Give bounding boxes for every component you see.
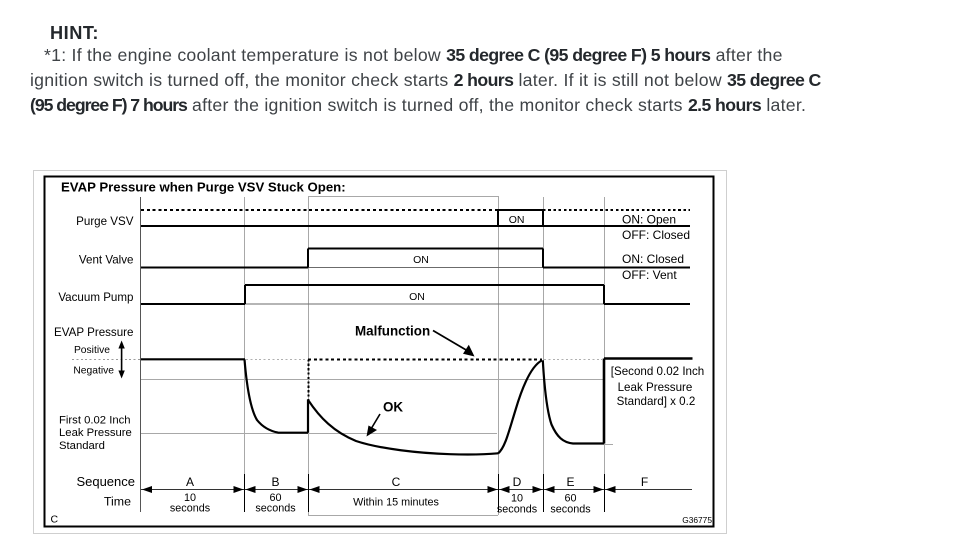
svg-text:Positive: Positive — [74, 345, 110, 356]
svg-text:First 0.02 Inch: First 0.02 Inch — [59, 414, 131, 426]
svg-text:C: C — [392, 475, 401, 489]
svg-text:Leak Pressure: Leak Pressure — [59, 427, 132, 439]
svg-text:Standard] x 0.2: Standard] x 0.2 — [617, 395, 696, 408]
svg-text:EVAP Pressure when Purge VSV S: EVAP Pressure when Purge VSV Stuck Open: — [61, 180, 346, 195]
svg-text:ON: Open: ON: Open — [622, 212, 676, 226]
svg-text:seconds: seconds — [170, 502, 211, 514]
svg-text:seconds: seconds — [497, 503, 538, 515]
svg-text:Malfunction: Malfunction — [355, 324, 430, 339]
svg-text:ON: ON — [409, 291, 425, 303]
svg-text:Standard: Standard — [59, 440, 105, 452]
svg-text:60: 60 — [564, 493, 576, 505]
svg-text:Negative: Negative — [73, 366, 114, 377]
svg-text:D: D — [513, 475, 522, 489]
svg-text:C: C — [51, 513, 59, 525]
svg-text:G36775: G36775 — [682, 515, 712, 525]
svg-text:60: 60 — [269, 492, 281, 504]
svg-text:Within 15 minutes: Within 15 minutes — [353, 496, 439, 508]
svg-text:ON: Closed: ON: Closed — [622, 252, 684, 266]
svg-text:Vent Valve: Vent Valve — [79, 254, 134, 267]
svg-text:10: 10 — [184, 492, 196, 504]
svg-text:Vacuum Pump: Vacuum Pump — [58, 291, 133, 304]
svg-text:Sequence: Sequence — [76, 474, 135, 489]
svg-text:OFF: Vent: OFF: Vent — [622, 268, 677, 282]
svg-text:B: B — [271, 475, 279, 489]
svg-text:ON: ON — [509, 214, 525, 226]
svg-text:A: A — [186, 475, 194, 489]
svg-text:OK: OK — [383, 400, 403, 415]
svg-text:[Second 0.02 Inch: [Second 0.02 Inch — [611, 365, 704, 378]
svg-text:Purge VSV: Purge VSV — [76, 215, 134, 228]
svg-text:10: 10 — [511, 493, 523, 505]
svg-text:F: F — [641, 475, 648, 489]
svg-text:Leak Pressure: Leak Pressure — [618, 381, 693, 394]
svg-text:seconds: seconds — [550, 503, 591, 515]
svg-text:EVAP Pressure: EVAP Pressure — [54, 326, 133, 339]
svg-text:OFF: Closed: OFF: Closed — [622, 228, 690, 242]
svg-text:Time: Time — [104, 495, 131, 509]
svg-text:seconds: seconds — [255, 502, 296, 514]
svg-text:ON: ON — [413, 254, 429, 266]
svg-text:E: E — [566, 475, 574, 489]
